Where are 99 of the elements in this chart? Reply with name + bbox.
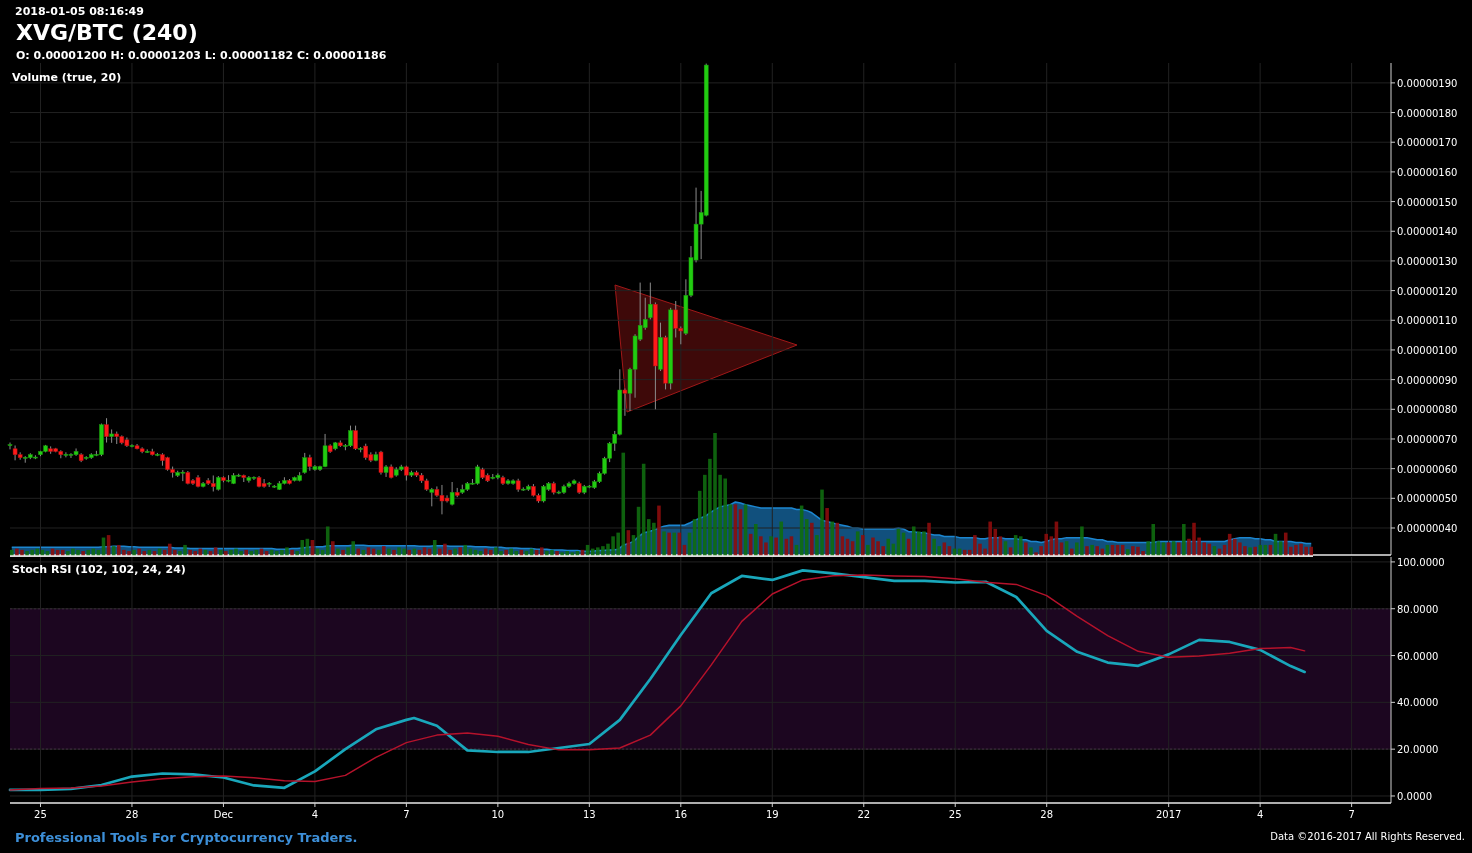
- bar: [779, 521, 784, 556]
- y-tick-label: 100.0000: [1397, 556, 1445, 568]
- bar: [290, 549, 294, 556]
- y-tick-label: 20.0000: [1397, 744, 1439, 756]
- bar: [432, 540, 437, 556]
- bar: [1090, 544, 1094, 556]
- x-tick-label: 7: [1348, 809, 1355, 820]
- x-tick-label: Dec: [213, 809, 234, 820]
- x-tick-label: 16: [674, 809, 688, 820]
- chart-title: XVG/BTC (240): [16, 20, 198, 45]
- bar: [1018, 536, 1023, 556]
- candlestick: [302, 452, 307, 475]
- bar: [825, 508, 829, 556]
- y-tick-label: 0.00000090: [1397, 374, 1458, 386]
- y-tick-label: 0.00000040: [1397, 523, 1458, 534]
- x-tick-label: 7: [403, 809, 410, 820]
- y-tick-label: 0.00000100: [1397, 344, 1458, 356]
- candlestick: [648, 282, 653, 320]
- y-tick-label: 0.00000160: [1397, 166, 1458, 178]
- bar: [458, 547, 462, 556]
- bar: [667, 532, 671, 556]
- x-tick-label: 2017: [1155, 809, 1182, 820]
- bar: [407, 549, 412, 556]
- bar: [60, 549, 65, 556]
- bar: [774, 537, 778, 556]
- bar: [1085, 546, 1089, 556]
- candlestick: [353, 425, 358, 451]
- y-tick-label: 0.00000170: [1397, 137, 1458, 149]
- bar: [1176, 542, 1181, 556]
- bar: [662, 531, 666, 556]
- chart-subtitle: 2018-01-05 08:16:49: [15, 5, 144, 18]
- candlestick: [429, 487, 435, 507]
- bar: [1125, 549, 1130, 556]
- bar: [382, 546, 386, 556]
- x-tick-label: 13: [582, 809, 596, 820]
- y-tick-label: 40.0000: [1397, 697, 1439, 709]
- y-tick-label: 0.00000190: [1397, 77, 1458, 89]
- text: Stoch RSI (102, 102, 24, 24): [12, 563, 186, 576]
- x-tick-label: 25: [948, 809, 962, 820]
- bar: [927, 522, 931, 556]
- y-tick-label: 0.00000150: [1397, 196, 1458, 208]
- bar: [1258, 544, 1263, 556]
- bar: [1253, 546, 1257, 556]
- bar: [810, 522, 814, 556]
- candlestick: [7, 442, 13, 450]
- y-tick-label: 80.0000: [1397, 603, 1439, 615]
- candlestick: [104, 417, 109, 444]
- x-tick-label: 19: [765, 809, 779, 820]
- bar: [886, 538, 891, 556]
- bar: [866, 544, 870, 556]
- x-tick-label: 4: [1256, 809, 1264, 820]
- text: O: 0.00001200 H: 0.00001203 L: 0.00001182 C: 0.00001186: [16, 49, 387, 62]
- text: Data ©2016-2017 All Rights Reserved.: [1270, 831, 1465, 842]
- y-tick-label: 0.00000130: [1397, 255, 1458, 267]
- bar: [861, 535, 865, 556]
- bar: [657, 505, 661, 556]
- x-tick-label: 28: [1040, 809, 1054, 820]
- bar: [341, 549, 345, 556]
- bar: [132, 549, 136, 556]
- candlestick: [622, 388, 628, 417]
- y-tick-label: 0.00000070: [1397, 433, 1458, 445]
- y-tick-label: 0.00000050: [1397, 493, 1458, 505]
- bar: [489, 549, 493, 556]
- y-tick-label: 0.00000060: [1397, 463, 1458, 475]
- y-tick-label: 0.00000140: [1397, 226, 1458, 238]
- chart-title: Volume (true, 20): [12, 71, 122, 84]
- bar: [769, 536, 773, 556]
- x-tick-label: 22: [857, 809, 871, 820]
- bar: [672, 532, 677, 556]
- bar: [325, 526, 330, 556]
- text: Professional Tools For Cryptocurrency Traders.: [15, 830, 358, 845]
- y-tick-label: 0.00000080: [1397, 404, 1458, 416]
- y-tick-label: 60.0000: [1397, 650, 1439, 662]
- bar: [830, 521, 834, 556]
- bar: [1029, 547, 1033, 556]
- bar: [331, 541, 335, 556]
- bar: [86, 549, 90, 556]
- x-tick-label: 25: [34, 809, 47, 820]
- bar: [1248, 547, 1252, 556]
- y-tick-label: 0.0000: [1397, 790, 1432, 802]
- bar: [1095, 546, 1099, 556]
- bar: [244, 549, 248, 556]
- bar: [336, 548, 340, 556]
- y-tick-label: 0.00000180: [1397, 107, 1458, 119]
- y-tick-label: 0.00000120: [1397, 285, 1458, 297]
- bar: [753, 524, 758, 556]
- bar: [1024, 542, 1028, 556]
- bar: [1182, 524, 1186, 556]
- x-tick-label: 10: [491, 809, 505, 820]
- bar: [804, 519, 809, 556]
- x-tick-label: 28: [125, 809, 139, 820]
- bar: [392, 549, 396, 556]
- bar: [453, 548, 457, 556]
- bar: [10, 549, 14, 556]
- bar: [539, 547, 544, 556]
- y-tick-label: 0.00000110: [1397, 315, 1458, 327]
- bar: [387, 548, 391, 556]
- x-tick-label: 4: [311, 809, 319, 820]
- bar: [504, 549, 508, 556]
